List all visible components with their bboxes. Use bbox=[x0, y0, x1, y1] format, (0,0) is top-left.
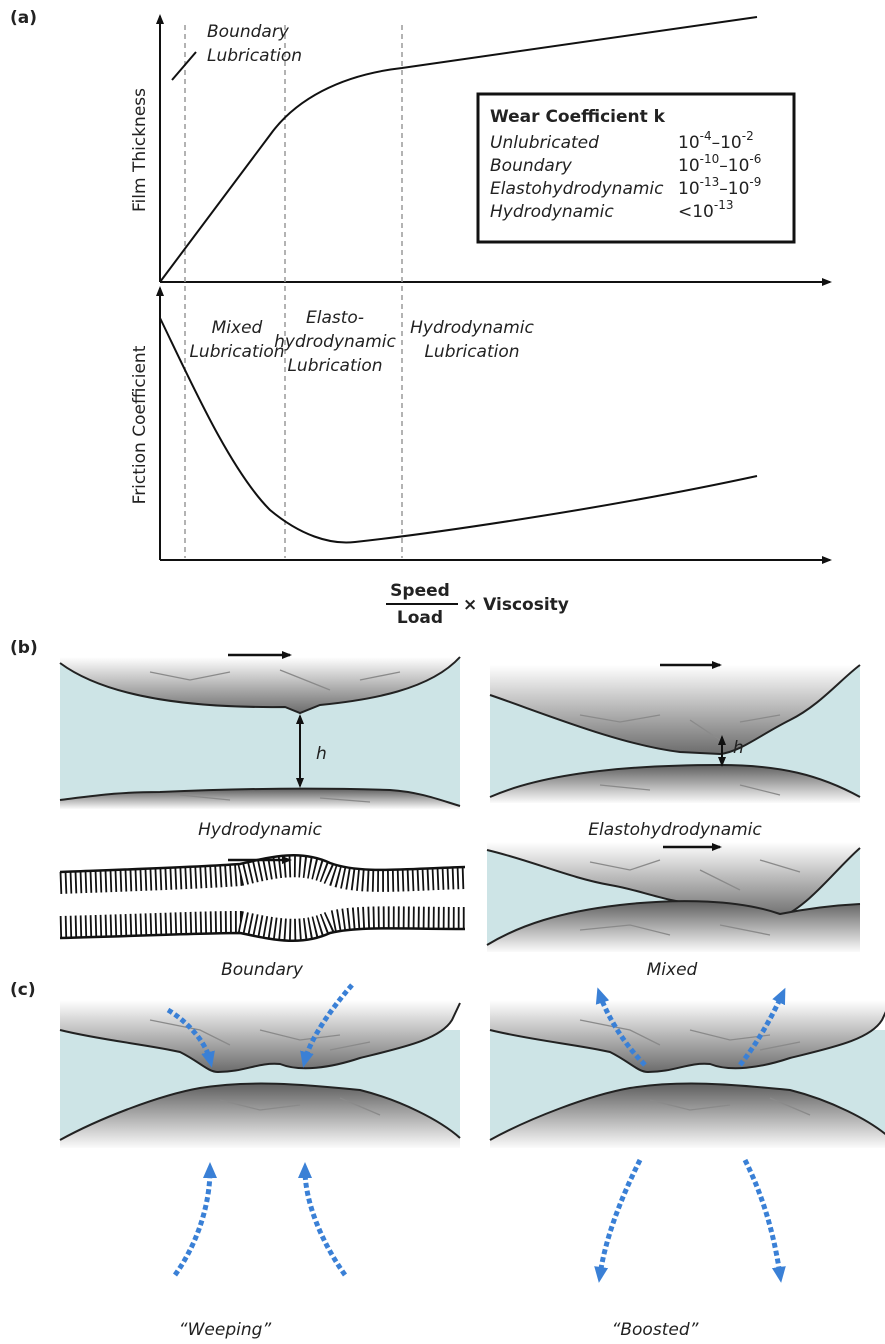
boundary-film bbox=[171, 51, 197, 81]
friction-curve bbox=[159, 317, 758, 544]
y-axis-label: Friction Coefficient bbox=[130, 345, 150, 504]
caption: Elastohydrodynamic bbox=[588, 820, 762, 840]
value-exponent: -2 bbox=[742, 129, 754, 143]
wear-row-label: Elastohydrodynamic bbox=[490, 179, 664, 199]
wear-row-label: Boundary bbox=[490, 156, 573, 176]
regime-label: Lubrication bbox=[424, 342, 519, 362]
value-base: –10 bbox=[719, 156, 749, 176]
caption: “Boosted” bbox=[612, 1320, 699, 1340]
value-exponent: -9 bbox=[749, 175, 761, 189]
y-axis-label: Film Thickness bbox=[130, 88, 150, 212]
flow-arrow bbox=[594, 1158, 643, 1283]
wear-row-label: Unlubricated bbox=[490, 133, 599, 153]
flow-arrow bbox=[298, 1162, 348, 1277]
panel-a: (a) Boundary Lubrication Film Thickness … bbox=[10, 8, 832, 628]
wear-row-value: 10-13–10-9 bbox=[678, 175, 761, 200]
flow-arrow bbox=[172, 1162, 217, 1277]
value-base: 10 bbox=[678, 156, 700, 176]
regime-label: Lubrication bbox=[207, 46, 302, 66]
wear-row-value: <10-13 bbox=[678, 198, 734, 223]
value-base: 10 bbox=[678, 133, 700, 153]
value-exponent: -6 bbox=[749, 152, 761, 166]
film-curve bbox=[159, 16, 758, 283]
x-label-numerator: Speed bbox=[390, 581, 450, 601]
wear-row-value: 10-4–10-2 bbox=[678, 129, 754, 154]
value-exponent: -10 bbox=[700, 152, 720, 166]
regime-label: Elasto- bbox=[306, 308, 364, 328]
wear-box bbox=[476, 92, 796, 244]
x-label-factor: × Viscosity bbox=[463, 595, 569, 615]
value-base: –10 bbox=[719, 179, 749, 199]
caption: Mixed bbox=[647, 960, 698, 980]
panel-label: (b) bbox=[10, 638, 38, 658]
panel-b: (b) h Hydrodynamic h Elastohydrodynamic … bbox=[10, 638, 861, 980]
wear-row-value: 10-10–10-6 bbox=[678, 152, 761, 177]
x-label-denominator: Load bbox=[397, 608, 443, 628]
boundary-molecules bbox=[59, 854, 466, 943]
value-base: <10 bbox=[678, 202, 714, 222]
regime-label: Boundary bbox=[207, 22, 290, 42]
regime-label: Lubrication bbox=[287, 356, 382, 376]
weeping-diagram bbox=[59, 999, 461, 1149]
wear-title: Wear Coefficient k bbox=[490, 107, 666, 127]
regime-label: Lubrication bbox=[189, 342, 284, 362]
gap-label: h bbox=[316, 744, 327, 764]
flow-arrow bbox=[742, 1158, 786, 1283]
boosted-diagram bbox=[489, 999, 885, 1149]
gap-label: h bbox=[733, 738, 744, 758]
caption: Hydrodynamic bbox=[198, 820, 322, 840]
flow-arrow bbox=[595, 987, 647, 1067]
flow-arrow bbox=[166, 1007, 215, 1068]
value-exponent: -13 bbox=[700, 175, 720, 189]
value-exponent: -4 bbox=[700, 129, 712, 143]
regime-label: Mixed bbox=[212, 318, 263, 338]
flow-arrow bbox=[300, 983, 354, 1068]
panel-label: (a) bbox=[10, 8, 37, 28]
value-base: 10 bbox=[678, 179, 700, 199]
flow-arrow bbox=[738, 987, 786, 1067]
wear-row-label: Hydrodynamic bbox=[490, 202, 614, 222]
caption: “Weeping” bbox=[179, 1320, 272, 1340]
value-exponent: -13 bbox=[714, 198, 734, 212]
regime-label: Hydrodynamic bbox=[410, 318, 534, 338]
caption: Boundary bbox=[221, 960, 304, 980]
regime-label: hydrodynamic bbox=[274, 332, 396, 352]
panel-label: (c) bbox=[10, 980, 36, 1000]
value-base: –10 bbox=[712, 133, 742, 153]
panel-c: (c) “Weeping” “Boosted” bbox=[10, 980, 885, 1340]
